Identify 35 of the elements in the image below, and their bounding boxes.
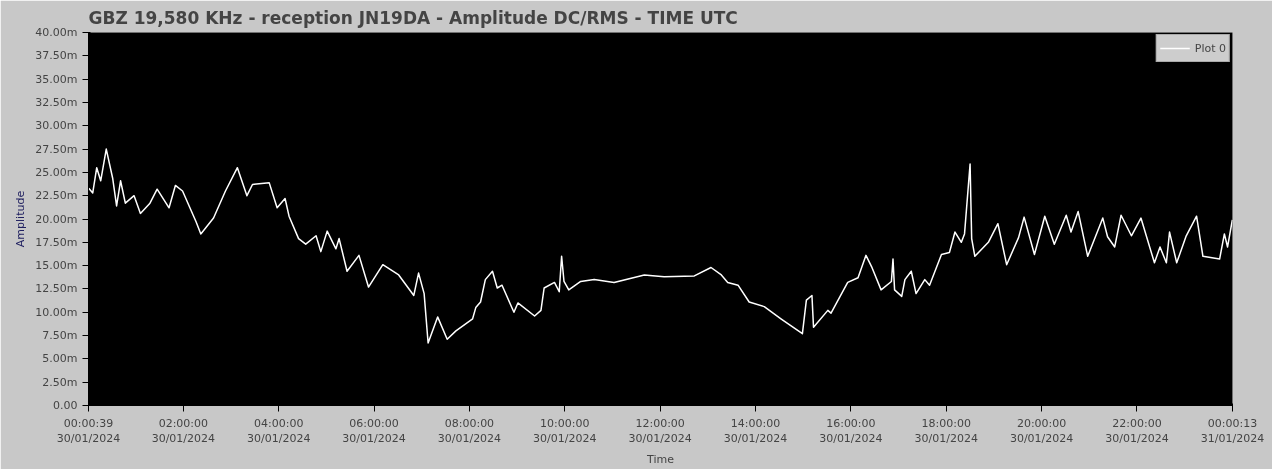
line-series (88, 148, 1233, 344)
chart-title: GBZ 19,580 KHz - reception JN19DA - Amplitude DC/RMS - TIME UTC (88, 7, 738, 28)
x-tick-label: 22:00:00 30/01/2024 (1105, 416, 1169, 446)
y-tick-label: 25.00m (35, 165, 78, 179)
y-tick-label: 10.00m (35, 305, 78, 319)
y-tick-label: 35.00m (35, 72, 78, 86)
y-tick-label: 7.50m (42, 329, 78, 343)
x-tick-label: 08:00:00 30/01/2024 (437, 416, 502, 446)
x-tick-label: 14:00:00 30/01/2024 (723, 416, 788, 446)
x-tick-label: 06:00:00 30/01/2024 (342, 416, 406, 446)
y-tick-label: 17.50m (35, 235, 78, 249)
y-tick-label: 0.00 (53, 399, 78, 412)
x-tick-label: 02:00:00 30/01/2024 (151, 416, 216, 446)
y-axis-title: Amplitude (14, 190, 28, 248)
x-tick-label: 00:00:13 31/01/2024 (1200, 416, 1265, 446)
y-tick-label: 2.50m (42, 375, 78, 389)
y-tick-label: 5.00m (42, 352, 78, 366)
x-axis-title: Time (646, 453, 675, 467)
y-tick-label: 12.50m (35, 282, 78, 296)
x-tick-label: 04:00:00 30/01/2024 (247, 416, 311, 446)
x-tick-label: 16:00:00 30/01/2024 (819, 416, 883, 446)
y-tick-label: 32.50m (35, 95, 78, 109)
legend-label: Plot 0 (1194, 41, 1226, 55)
y-tick-label: 22.50m (35, 189, 78, 203)
x-tick-label: 12:00:00 30/01/2024 (628, 416, 692, 446)
y-tick-label: 27.50m (35, 142, 78, 156)
x-tick-label: 00:00:39 30/01/2024 (56, 416, 121, 446)
x-tick-label: 20:00:00 30/01/2024 (1009, 416, 1074, 446)
x-tick-label: 10:00:00 30/01/2024 (533, 416, 597, 446)
y-tick-label: 40.00m (35, 26, 78, 39)
y-tick-label: 37.50m (35, 49, 78, 63)
y-tick-label: 15.00m (35, 259, 78, 273)
y-tick-label: 20.00m (35, 212, 78, 226)
x-tick-label: 18:00:00 30/01/2024 (914, 416, 978, 446)
y-tick-label: 30.00m (35, 119, 78, 133)
